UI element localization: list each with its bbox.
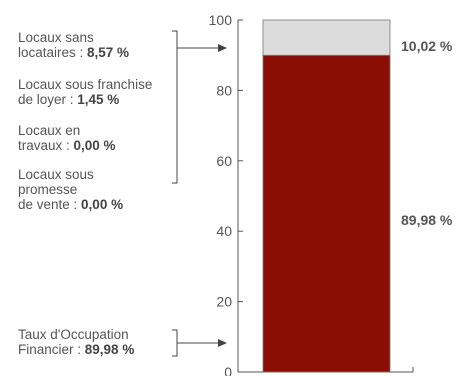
bar-segment-0	[262, 54, 391, 373]
annotation-locaux-sous-promesse: Locaux sous promesse de vente : 0,00 %	[18, 167, 124, 212]
bars	[262, 19, 391, 373]
y-tick-label-40: 40	[216, 223, 232, 239]
bracket-arrow-top	[172, 30, 227, 184]
bar-label-occupied: 89,98 %	[401, 212, 453, 228]
y-tick-label-0: 0	[224, 364, 232, 376]
y-axis: 0 20 40 60 80 100	[209, 12, 414, 376]
y-tick-label-20: 20	[216, 294, 232, 310]
y-tick-label-100: 100	[209, 12, 233, 28]
annotation-locaux-sous-franchise: Locaux sous franchise de loyer : 1,45 %	[18, 77, 153, 107]
annotation-locaux-sans-locataires: Locaux sans locataires : 8,57 %	[18, 30, 130, 60]
brackets	[172, 30, 227, 357]
y-tick-label-60: 60	[216, 153, 232, 169]
bar-label-vacant: 10,02 %	[401, 38, 453, 54]
bracket-arrow-bottom	[172, 329, 227, 357]
y-tick-label-80: 80	[216, 82, 232, 98]
bar-segment-1	[262, 19, 391, 56]
annotation-locaux-en-travaux: Locaux en travaux : 0,00 %	[18, 123, 116, 153]
annotation-taux-occupation: Taux d'Occupation Financier : 89,98 %	[18, 327, 135, 357]
